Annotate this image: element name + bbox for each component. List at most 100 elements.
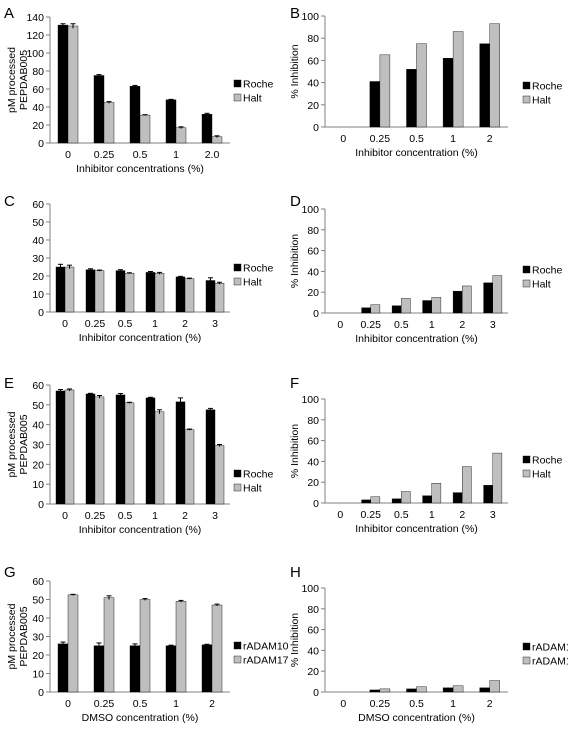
bar-roche-1 xyxy=(369,81,381,128)
bar-radam10-3 xyxy=(442,687,454,693)
legend-label: rADAM17 xyxy=(532,656,568,668)
x-tick-label: 0.25 xyxy=(85,510,106,522)
bar-halt-5 xyxy=(492,452,503,504)
y-tick-label: 80 xyxy=(32,66,44,78)
legend-swatch xyxy=(522,656,531,665)
bar-halt-2 xyxy=(124,402,135,505)
legend-swatch xyxy=(233,79,242,88)
legend-swatch xyxy=(233,277,242,286)
x-tick-label: 0 xyxy=(62,510,68,522)
y-tick-label: 30 xyxy=(32,440,44,452)
bar-halt-3 xyxy=(452,31,464,128)
y-axis-label: pM processed xyxy=(6,411,18,477)
bar-radam17-2 xyxy=(139,599,151,693)
bar-halt-1 xyxy=(370,304,381,314)
legend-swatch xyxy=(233,93,242,102)
legend-swatch xyxy=(233,483,242,492)
x-tick-label: 0 xyxy=(65,149,71,161)
bar-roche-3 xyxy=(165,99,177,144)
bar-roche-1 xyxy=(93,75,105,144)
y-tick-label: 40 xyxy=(307,645,319,657)
x-tick-label: 0.25 xyxy=(85,318,106,330)
x-tick-label: 2 xyxy=(182,318,188,330)
y-axis-label-2: PEPDAB005 xyxy=(18,606,30,666)
x-tick-label: 0.5 xyxy=(394,319,409,331)
y-tick-label: 40 xyxy=(32,235,44,247)
x-axis-label: DMSO concentration (%) xyxy=(82,712,199,724)
legend-label: Roche xyxy=(532,455,563,467)
bar-radam17-3 xyxy=(175,601,187,693)
y-tick-label: 20 xyxy=(32,271,44,283)
y-tick-label: 20 xyxy=(32,650,44,662)
y-tick-label: 40 xyxy=(32,420,44,432)
y-tick-label: 0 xyxy=(38,499,44,511)
x-tick-label: 0 xyxy=(340,133,346,145)
x-tick-label: 0 xyxy=(337,509,343,521)
y-tick-label: 0 xyxy=(313,122,319,134)
y-tick-label: 40 xyxy=(32,102,44,114)
legend-label: Halt xyxy=(243,277,262,289)
panel-b: B 0 20 40 60 80 100 0 0.25 0.5 1 2 Inhibitor concent… xyxy=(289,5,563,159)
bar-roche-4 xyxy=(175,276,186,313)
y-tick-label: 40 xyxy=(307,456,319,468)
panel-letter: G xyxy=(4,564,16,581)
bar-roche-3 xyxy=(422,495,432,504)
x-tick-label: 0.5 xyxy=(409,133,424,145)
y-tick-label: 140 xyxy=(26,12,44,24)
x-tick-label: 1 xyxy=(173,149,179,161)
bar-radam17-1 xyxy=(379,688,391,693)
y-tick-label: 80 xyxy=(307,33,319,45)
y-tick-label: 80 xyxy=(307,604,319,616)
panel-letter: H xyxy=(290,564,301,581)
bar-halt-2 xyxy=(401,298,411,314)
bar-roche-1 xyxy=(361,307,371,314)
bar-roche-5 xyxy=(483,282,493,314)
bar-radam10-2 xyxy=(406,688,417,693)
bar-roche-2 xyxy=(115,394,126,505)
y-tick-label: 20 xyxy=(307,287,319,299)
bar-radam10-2 xyxy=(129,645,141,693)
bar-halt-0 xyxy=(67,25,79,144)
bar-radam10-1 xyxy=(93,645,105,693)
bar-halt-2 xyxy=(401,491,411,504)
panel-d: D 0 20 40 60 80 100 0 0.25 0.5 1 2 3 Inhibitor concen… xyxy=(289,193,563,345)
bar-roche-2 xyxy=(129,86,141,144)
y-axis-label: % Inhibition xyxy=(289,424,301,478)
x-tick-label: 0.5 xyxy=(394,509,409,521)
y-tick-label: 20 xyxy=(307,100,319,112)
bar-roche-2 xyxy=(406,69,417,128)
y-tick-label: 50 xyxy=(32,400,44,412)
legend-label: Roche xyxy=(532,265,563,277)
y-tick-label: 100 xyxy=(301,583,319,595)
legend-label: Halt xyxy=(532,279,551,291)
y-tick-label: 40 xyxy=(307,266,319,278)
y-tick-label: 100 xyxy=(26,48,44,60)
y-tick-label: 10 xyxy=(32,669,44,681)
bar-roche-0 xyxy=(55,390,66,505)
x-tick-label: 0.5 xyxy=(133,149,148,161)
y-tick-label: 100 xyxy=(301,11,319,23)
y-tick-label: 60 xyxy=(32,380,44,392)
legend-label: Roche xyxy=(243,79,274,91)
bar-halt-2 xyxy=(416,43,427,128)
y-tick-label: 50 xyxy=(32,595,44,607)
bar-radam17-4 xyxy=(211,604,223,693)
y-tick-label: 30 xyxy=(32,253,44,265)
legend-label: rADAM17 xyxy=(243,655,289,667)
y-tick-label: 60 xyxy=(32,576,44,588)
bar-radam17-3 xyxy=(452,685,464,693)
x-tick-label: 0.25 xyxy=(94,149,115,161)
x-axis-label: Inhibitor concentration (%) xyxy=(355,523,478,535)
x-tick-label: 0 xyxy=(62,318,68,330)
bar-roche-1 xyxy=(85,269,96,313)
y-axis-label: % Inhibition xyxy=(289,44,301,98)
bar-roche-4 xyxy=(452,492,463,504)
legend-swatch xyxy=(233,655,242,664)
x-axis-label: Inhibitor concentration (%) xyxy=(79,332,202,344)
x-tick-label: 2 xyxy=(487,133,493,145)
x-tick-label: 2.0 xyxy=(205,149,220,161)
x-tick-label: 1 xyxy=(173,698,179,710)
bar-halt-1 xyxy=(379,54,391,128)
legend-swatch xyxy=(522,95,531,104)
panel-letter: C xyxy=(4,193,15,210)
